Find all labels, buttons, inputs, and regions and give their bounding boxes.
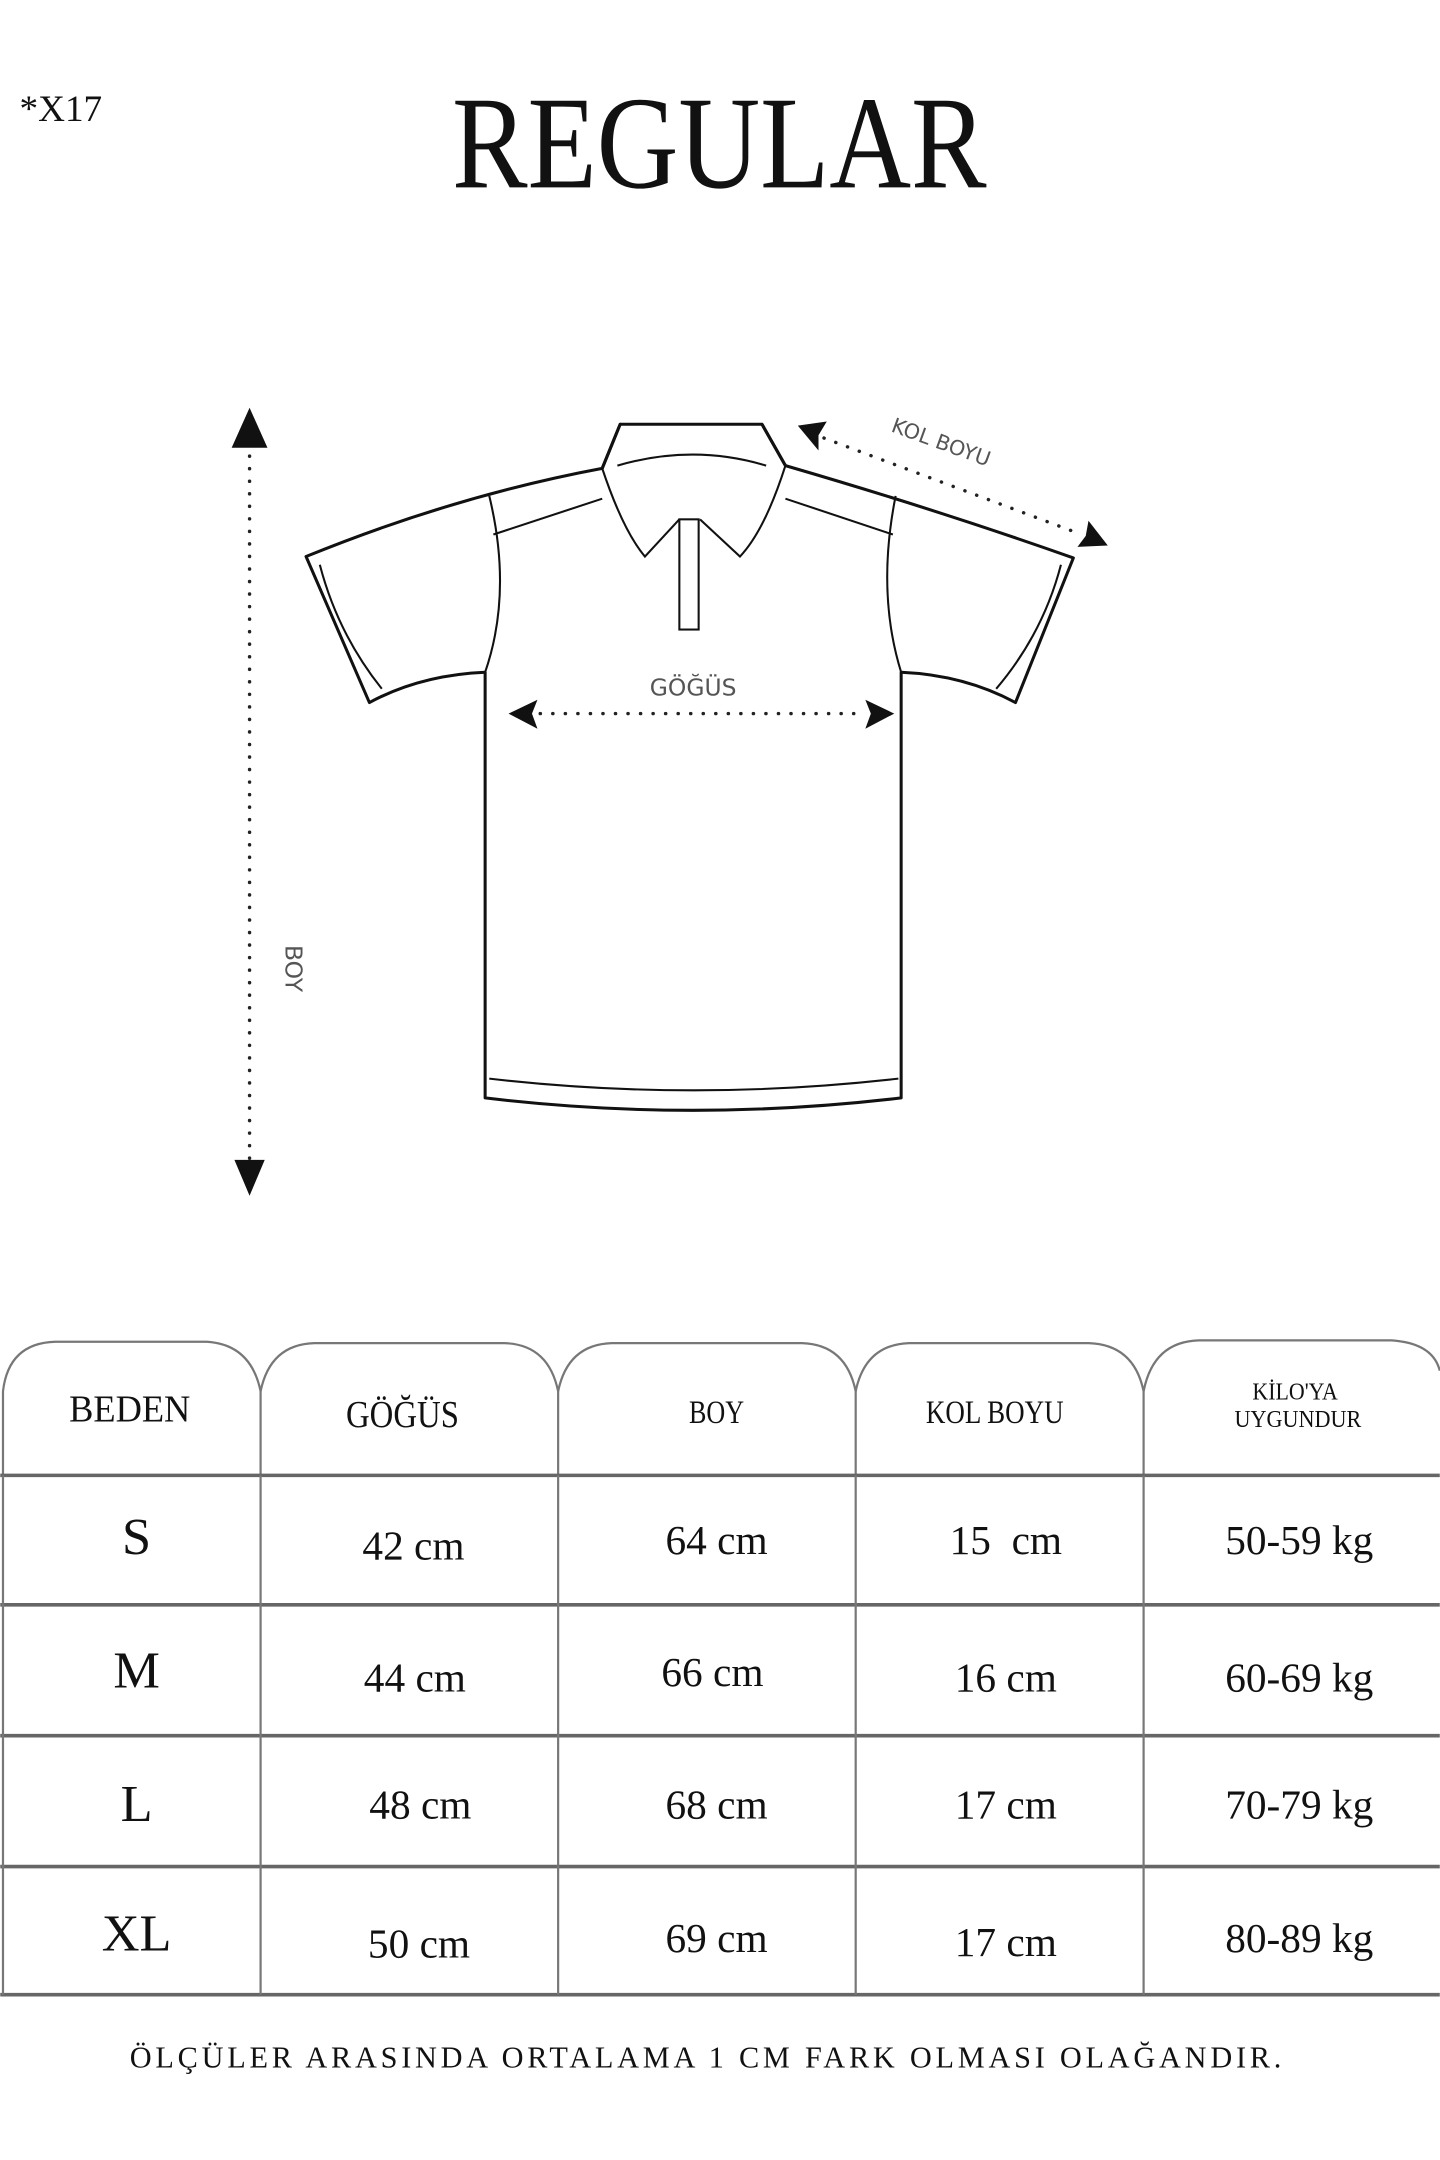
header-gogus: GÖĞÜS [346,1394,459,1436]
kilo-cell: 50-59 kg [1225,1517,1373,1563]
kol-cell: 16 cm [955,1655,1057,1701]
header-kol-boyu: KOL BOYU [926,1395,1064,1431]
size-cell: M [113,1642,160,1700]
header-kilo-line2: UYGUNDUR [1235,1406,1362,1433]
table-row-s: S 42 cm 64 cm 15 cm 50-59 kg [122,1508,1373,1569]
gogus-cell: 42 cm [362,1522,464,1568]
boy-cell: 69 cm [665,1915,767,1961]
kol-boyu-label: KOL BOYU [888,413,993,471]
kol-cell: 17 cm [955,1781,1057,1827]
size-cell: L [121,1775,153,1833]
size-cell: XL [102,1905,172,1963]
boy-cell: 66 cm [661,1649,763,1695]
header-boy: BOY [689,1395,744,1431]
footnote: ÖLÇÜLER ARASINDA ORTALAMA 1 CM FARK OLMA… [130,2041,1282,2075]
gogus-cell: 44 cm [364,1655,466,1701]
gogus-label: GÖĞÜS [650,674,737,702]
size-cell: S [122,1508,151,1566]
product-code: *X17 [20,89,103,130]
boy-cell: 64 cm [665,1517,767,1563]
kilo-cell: 70-79 kg [1225,1781,1373,1827]
boy-measure-arrow: BOY [231,407,307,1196]
table-row-xl: XL 50 cm 69 cm 17 cm 80-89 kg [102,1905,1374,1967]
gogus-measure-arrow: GÖĞÜS [508,674,895,729]
table-header: BEDEN GÖĞÜS BOY KOL BOYU KİLO'YA UYGUNDU… [1,1339,1440,1474]
kol-cell: 15 cm [950,1517,1062,1563]
polo-shirt-illustration [304,422,1075,1112]
header-kilo-line1: KİLO'YA [1252,1379,1337,1406]
kilo-cell: 60-69 kg [1225,1655,1373,1701]
table-row-m: M 44 cm 66 cm 16 cm 60-69 kg [113,1642,1373,1701]
table-row-l: L 48 cm 68 cm 17 cm 70-79 kg [121,1775,1374,1833]
page-title: REGULAR [452,69,986,216]
boy-label: BOY [279,945,307,993]
boy-cell: 68 cm [665,1781,767,1827]
kol-boyu-measure-arrow: KOL BOYU [797,413,1108,547]
size-table: BEDEN GÖĞÜS BOY KOL BOYU KİLO'YA UYGUNDU… [0,1339,1440,1997]
header-beden: BEDEN [69,1389,190,1431]
kol-cell: 17 cm [955,1919,1057,1965]
kilo-cell: 80-89 kg [1225,1915,1373,1961]
gogus-cell: 48 cm [369,1781,471,1827]
gogus-cell: 50 cm [368,1921,470,1967]
